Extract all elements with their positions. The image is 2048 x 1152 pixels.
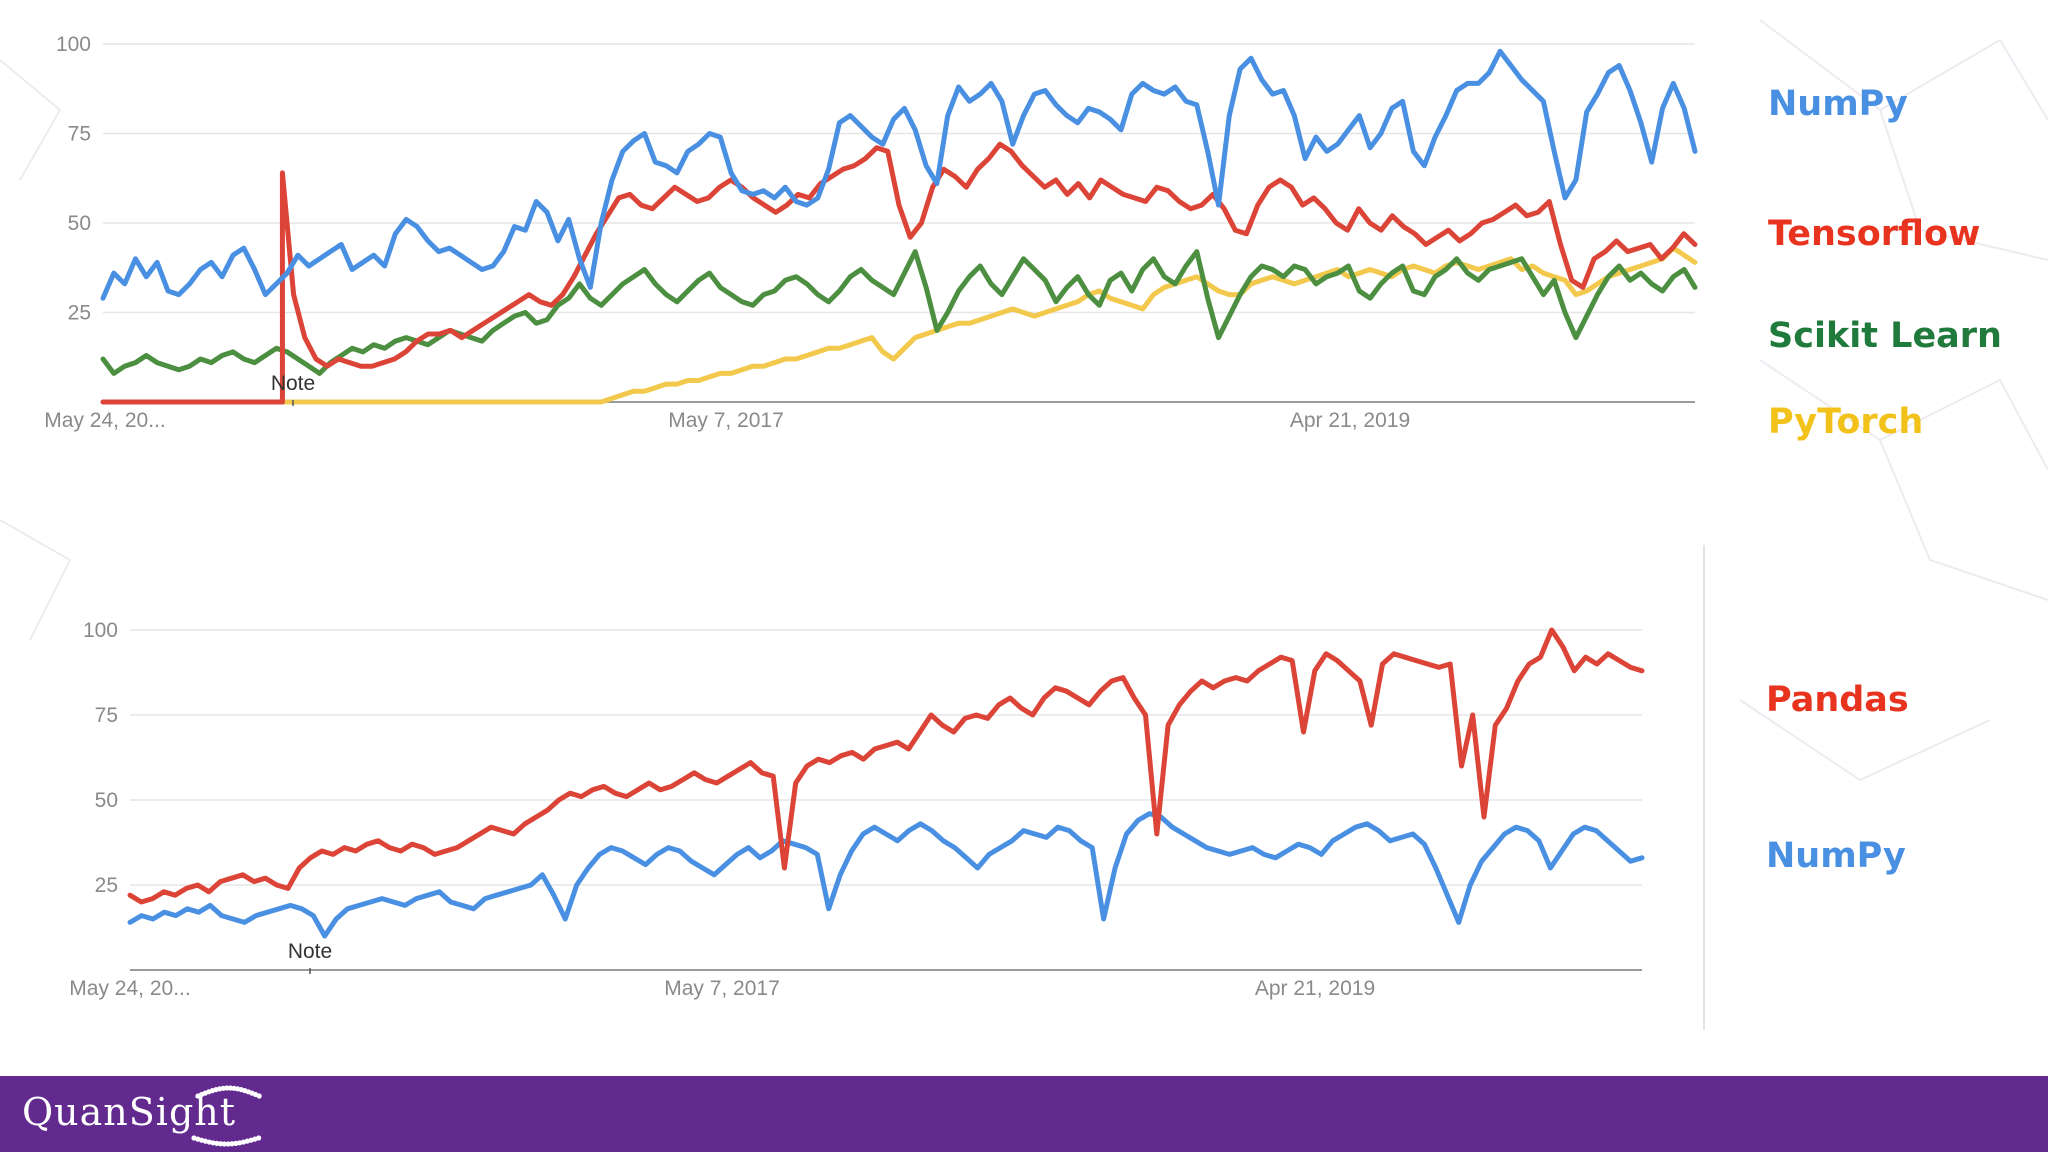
legend-top-pytorch: PyTorch bbox=[1768, 402, 1924, 442]
top-y-tick-label: 25 bbox=[68, 302, 91, 325]
top-axis-labels: 100 75 50 25 May 24, 20... May 7, 2017 Apr 21,… bbox=[44, 33, 1410, 432]
legend-bottom-numpy: NumPy bbox=[1766, 836, 1906, 876]
top-y-tick-label: 75 bbox=[68, 123, 91, 146]
legend-top-scikit-learn: Scikit Learn bbox=[1768, 316, 2002, 356]
top-x-tick-label: May 24, 20... bbox=[44, 409, 165, 432]
logo-dots-icon bbox=[191, 1085, 262, 1147]
logo-dot bbox=[224, 1085, 230, 1091]
bottom-x-tick-label: May 7, 2017 bbox=[664, 977, 780, 1000]
logo-dot bbox=[256, 1093, 262, 1099]
bottom-x-tick-label: Apr 21, 2019 bbox=[1255, 977, 1375, 1000]
bottom-y-tick-label: 50 bbox=[95, 789, 118, 812]
trend-chart-top: 100 75 50 25 May 24, 20... May 7, 2017 Apr 21,… bbox=[44, 33, 1698, 432]
bottom-y-tick-label: 25 bbox=[95, 874, 118, 897]
legend-top-tensorflow: Tensorflow bbox=[1768, 214, 1981, 254]
bottom-axis-labels: 100 75 50 25 May 24, 20... May 7, 2017 Apr 21,… bbox=[69, 619, 1375, 1000]
bottom-grid bbox=[130, 629, 1642, 971]
bottom-y-tick-label: 100 bbox=[83, 619, 118, 642]
trend-chart-bottom: 100 75 50 25 May 24, 20... May 7, 2017 Apr 21,… bbox=[69, 619, 1645, 1000]
legend-bottom-pandas: Pandas bbox=[1766, 680, 1909, 720]
top-note-annotation[interactable]: Note bbox=[271, 372, 315, 395]
bottom-x-tick-label: May 24, 20... bbox=[69, 977, 190, 1000]
top-x-tick-label: Apr 21, 2019 bbox=[1290, 409, 1410, 432]
logo-dot bbox=[214, 1140, 220, 1146]
logo-dot bbox=[225, 1141, 231, 1147]
logo-dot bbox=[218, 1141, 224, 1147]
bottom-y-tick-label: 75 bbox=[95, 704, 118, 727]
top-series-scikit-learn-line bbox=[100, 249, 1698, 376]
top-series-pytorch-line bbox=[100, 245, 1698, 405]
top-series-tensorflow-line bbox=[100, 141, 1698, 405]
top-x-tick-label: May 7, 2017 bbox=[668, 409, 784, 432]
top-y-tick-label: 50 bbox=[68, 212, 91, 235]
top-series-lines bbox=[100, 48, 1698, 405]
logo-dot bbox=[210, 1140, 216, 1146]
top-series-numpy-line bbox=[100, 48, 1698, 301]
logo-dot bbox=[229, 1141, 235, 1147]
bottom-note-annotation[interactable]: Note bbox=[288, 940, 332, 963]
bottom-series-numpy-line bbox=[127, 811, 1645, 939]
footer-bar: QuanSight bbox=[0, 1076, 2048, 1152]
bottom-series-pandas-line bbox=[127, 627, 1645, 905]
logo-dot bbox=[256, 1135, 262, 1141]
top-y-tick-label: 100 bbox=[56, 33, 91, 56]
legend-top-numpy: NumPy bbox=[1768, 84, 1908, 124]
bottom-series-lines bbox=[127, 627, 1645, 939]
vertical-divider bbox=[1703, 545, 1705, 1030]
logo-dot bbox=[221, 1141, 227, 1147]
logo-dot bbox=[233, 1140, 239, 1146]
